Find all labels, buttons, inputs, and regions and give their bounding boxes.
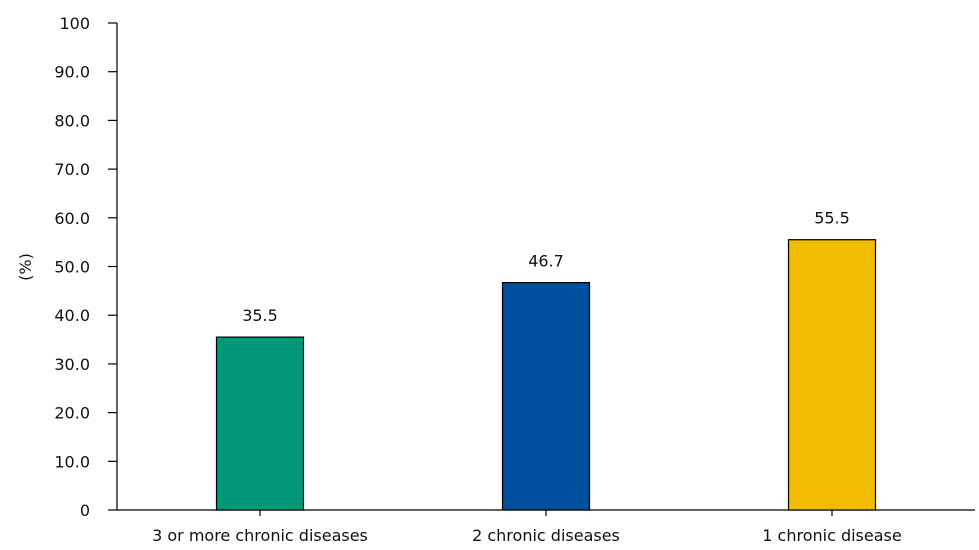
data-labels: 35.5 46.7 55.5 (242, 209, 850, 325)
y-axis-ticks: 0 10.0 20.0 30.0 40.0 50.0 60.0 70.0 80.0 90.0 100 (54, 14, 117, 520)
data-label: 55.5 (814, 209, 850, 228)
y-tick-label: 30.0 (54, 355, 90, 374)
bar (501, 281, 591, 511)
x-tick-label: 2 chronic diseases (472, 526, 620, 545)
y-tick-label: 90.0 (54, 63, 90, 82)
bar (787, 239, 877, 511)
y-tick-label: 10.0 (54, 452, 90, 471)
category-labels: 3 or more chronic diseases 2 chronic dise… (152, 510, 902, 545)
y-tick-label: 0 (80, 501, 90, 520)
y-tick-label: 80.0 (54, 111, 90, 130)
y-tick-label: 20.0 (54, 404, 90, 423)
data-label: 35.5 (242, 306, 278, 325)
y-tick-label: 50.0 (54, 258, 90, 277)
x-tick-label: 1 chronic disease (762, 526, 901, 545)
data-label: 46.7 (528, 252, 564, 271)
y-tick-label: 60.0 (54, 209, 90, 228)
x-tick-label: 3 or more chronic diseases (152, 526, 368, 545)
bars (215, 239, 877, 511)
bar (215, 336, 305, 511)
y-axis-label: (%) (16, 253, 35, 281)
y-tick-label: 70.0 (54, 160, 90, 179)
y-tick-label: 100 (59, 14, 90, 33)
y-tick-label: 40.0 (54, 306, 90, 325)
